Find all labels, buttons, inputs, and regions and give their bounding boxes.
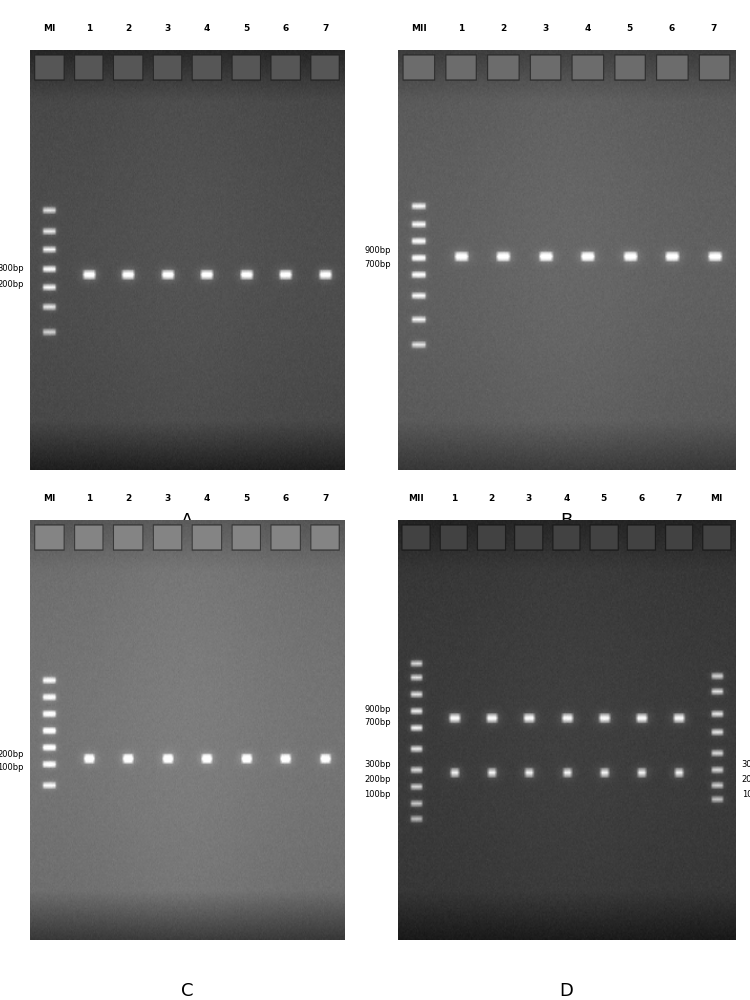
Text: 100bp: 100bp <box>364 790 391 799</box>
Text: 6: 6 <box>668 24 675 33</box>
Text: 3: 3 <box>165 24 171 33</box>
Text: B: B <box>560 512 572 530</box>
Text: 200bp: 200bp <box>0 750 24 759</box>
Text: 2: 2 <box>125 494 131 503</box>
Text: 1: 1 <box>86 24 92 33</box>
Text: 2: 2 <box>488 494 494 503</box>
Text: 100bp: 100bp <box>0 763 24 772</box>
Text: 1: 1 <box>458 24 464 33</box>
Text: 1: 1 <box>86 494 92 503</box>
Text: 5: 5 <box>626 24 633 33</box>
Text: 4: 4 <box>204 24 210 33</box>
Text: 4: 4 <box>563 494 569 503</box>
Text: 4: 4 <box>584 24 590 33</box>
Text: 3: 3 <box>526 494 532 503</box>
Text: C: C <box>182 982 194 1000</box>
Text: 2: 2 <box>500 24 506 33</box>
Text: 5: 5 <box>601 494 607 503</box>
Text: MII: MII <box>408 494 424 503</box>
Text: 5: 5 <box>244 24 250 33</box>
Text: 100bp: 100bp <box>742 790 750 799</box>
Text: 900bp: 900bp <box>364 704 391 714</box>
Text: 6: 6 <box>283 24 289 33</box>
Text: 6: 6 <box>638 494 644 503</box>
Text: 4: 4 <box>204 494 210 503</box>
Text: 2: 2 <box>125 24 131 33</box>
Text: 200bp: 200bp <box>742 775 750 784</box>
Text: MI: MI <box>710 494 722 503</box>
Text: 7: 7 <box>322 494 328 503</box>
Text: MI: MI <box>44 24 55 33</box>
Text: 700bp: 700bp <box>364 260 391 269</box>
Text: 1: 1 <box>451 494 457 503</box>
Text: 7: 7 <box>322 24 328 33</box>
Text: 5: 5 <box>244 494 250 503</box>
Text: 300bp: 300bp <box>0 264 24 273</box>
Text: 900bp: 900bp <box>364 246 391 255</box>
Text: 200bp: 200bp <box>0 280 24 289</box>
Text: D: D <box>560 982 573 1000</box>
Text: A: A <box>182 512 194 530</box>
Text: MII: MII <box>411 24 427 33</box>
Text: 7: 7 <box>676 494 682 503</box>
Text: 3: 3 <box>165 494 171 503</box>
Text: 200bp: 200bp <box>364 775 391 784</box>
Text: 300bp: 300bp <box>364 760 391 769</box>
Text: 3: 3 <box>542 24 548 33</box>
Text: MI: MI <box>44 494 55 503</box>
Text: 6: 6 <box>283 494 289 503</box>
Text: 300bp: 300bp <box>742 760 750 769</box>
Text: 7: 7 <box>711 24 717 33</box>
Text: 700bp: 700bp <box>364 718 391 727</box>
